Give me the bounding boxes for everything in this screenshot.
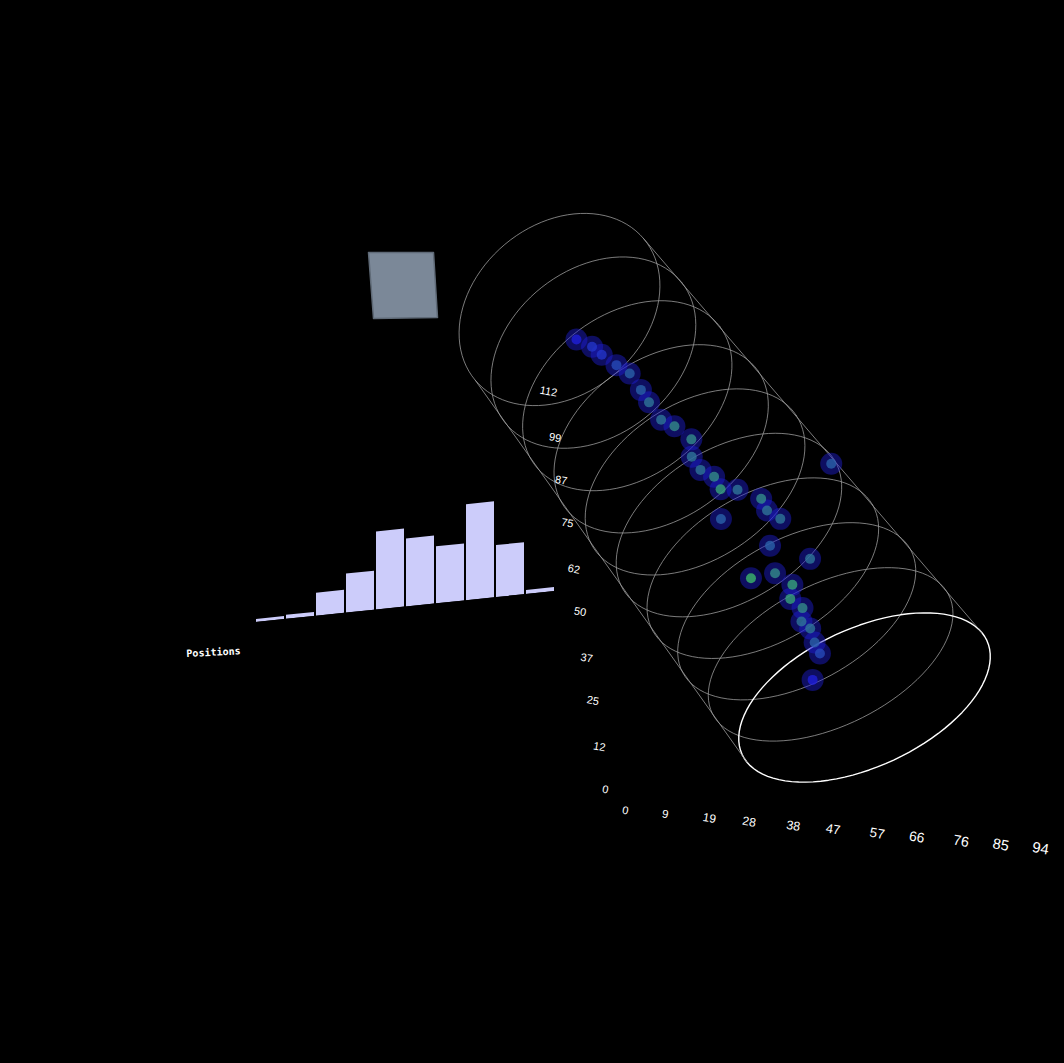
svg-text:0: 0 [622,804,630,817]
svg-text:112: 112 [539,384,558,399]
svg-text:99: 99 [548,430,562,444]
svg-text:28: 28 [741,814,757,830]
svg-text:50: 50 [573,604,587,618]
svg-text:94: 94 [1031,838,1050,858]
svg-text:75: 75 [560,516,574,530]
svg-text:12: 12 [592,739,606,753]
svg-text:47: 47 [825,821,842,838]
svg-text:19: 19 [702,810,717,826]
svg-text:25: 25 [586,693,600,707]
svg-text:0: 0 [602,783,610,796]
svg-text:85: 85 [991,835,1010,854]
svg-text:37: 37 [580,651,594,665]
svg-text:76: 76 [952,832,970,851]
svg-text:57: 57 [869,825,886,842]
svg-text:38: 38 [785,818,801,834]
svg-text:66: 66 [908,828,926,845]
svg-text:Positions: Positions [186,645,241,659]
svg-text:87: 87 [554,473,568,487]
svg-text:62: 62 [567,562,581,576]
svg-text:9: 9 [661,807,669,820]
